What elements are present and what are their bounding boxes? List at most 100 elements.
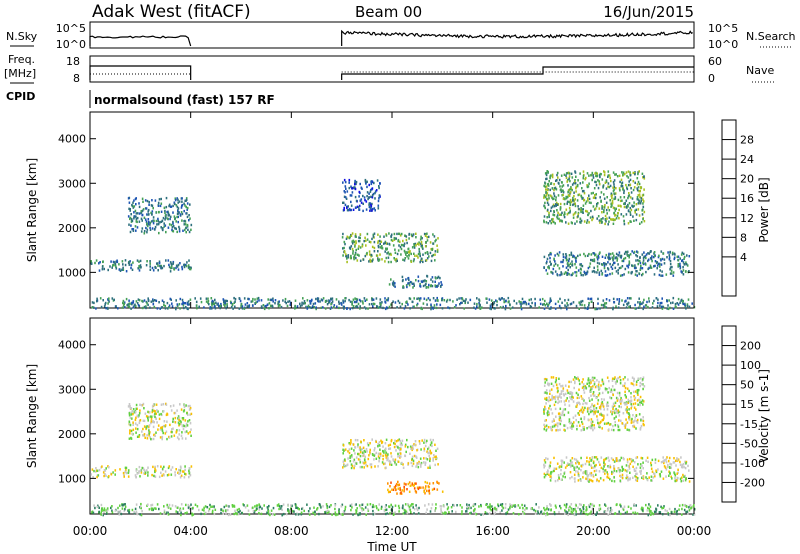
echo-cell [139,259,142,263]
echo-cell [544,206,546,210]
echo-cell [629,462,632,466]
echo-cell [271,513,274,516]
echo-cell [125,297,128,301]
echo-cell [635,380,638,383]
echo-cell [400,455,402,458]
echo-cell [134,507,137,511]
echo-cell [174,505,177,508]
echo-cell [507,508,510,511]
echo-cell [566,426,569,430]
echo-cell [642,383,644,386]
echo-cell [451,510,453,513]
echo-cell [416,302,419,306]
echo-cell [660,505,662,508]
echo-cell [189,203,191,206]
echo-cell [559,202,562,206]
echo-cell [357,302,360,306]
echo-cell [580,395,583,398]
echo-cell [421,237,423,240]
echo-cell [681,463,684,467]
echo-cell [590,386,592,389]
echo-cell [167,210,169,213]
echo-cell [570,251,573,254]
echo-cell [364,455,366,458]
echo-cell [367,444,370,447]
echo-cell [146,199,149,203]
echo-cell [344,458,346,461]
echo-cell [603,417,605,420]
echo-cell [551,394,553,398]
echo-cell [426,257,429,260]
echo-cell [367,307,369,310]
echo-cell [92,476,94,479]
echo-cell [145,427,147,431]
echo-cell [305,305,307,309]
echo-cell [373,250,376,253]
echo-cell [134,209,137,213]
echo-cell [392,300,394,303]
echo-cell [562,265,564,268]
echo-cell [181,470,184,473]
echo-cell [552,213,554,216]
echo-cell [325,503,328,506]
echo-cell [640,264,642,268]
echo-cell [186,302,189,305]
echo-cell [173,215,176,218]
echo-cell [112,264,114,267]
echo-cell [622,171,625,174]
echo-cell [554,262,557,266]
echo-cell [378,197,380,200]
echo-cell [421,246,424,249]
echo-cell [131,219,134,223]
echo-cell [186,261,188,264]
echo-cell [228,505,230,508]
echo-cell [393,284,395,287]
echo-cell [203,506,205,509]
echo-cell [128,201,131,204]
echo-cell [555,201,558,205]
echo-cell [677,264,680,267]
echo-cell [186,307,188,310]
echo-cell [156,223,158,226]
echo-cell [150,437,152,441]
echo-cell [589,425,592,428]
echo-cell [658,262,660,265]
echo-cell [230,301,233,305]
echo-cell [379,303,381,306]
echo-cell [354,206,357,209]
echo-cell [358,245,360,248]
echo-cell [161,429,164,433]
echo-cell [244,506,247,509]
echo-cell [103,469,106,472]
echo-cell [583,416,586,419]
echo-cell [669,266,672,269]
echo-cell [386,512,389,515]
echo-cell [592,196,595,199]
echo-cell [631,204,633,207]
echo-cell [412,286,414,289]
echo-cell [583,511,585,514]
echo-cell [313,306,316,309]
echo-cell [394,301,397,304]
echo-cell [119,468,121,471]
echo-cell [620,254,623,258]
echo-cell [186,511,188,514]
echo-cell [414,489,417,493]
echo-cell [615,415,617,418]
echo-cell [164,214,167,218]
echo-cell [350,439,352,442]
echo-cell [586,172,589,175]
echo-cell [98,506,100,509]
echo-cell [267,298,269,301]
echo-cell [439,276,441,280]
echo-cell [561,194,563,197]
echo-cell [350,208,353,212]
echo-cell [225,504,227,507]
echo-cell [150,211,152,215]
echo-cell [143,299,146,302]
echo-cell [110,260,112,263]
echo-cell [133,199,135,202]
echo-cell [571,176,574,179]
echo-cell [240,304,242,308]
echo-cell [172,260,175,264]
